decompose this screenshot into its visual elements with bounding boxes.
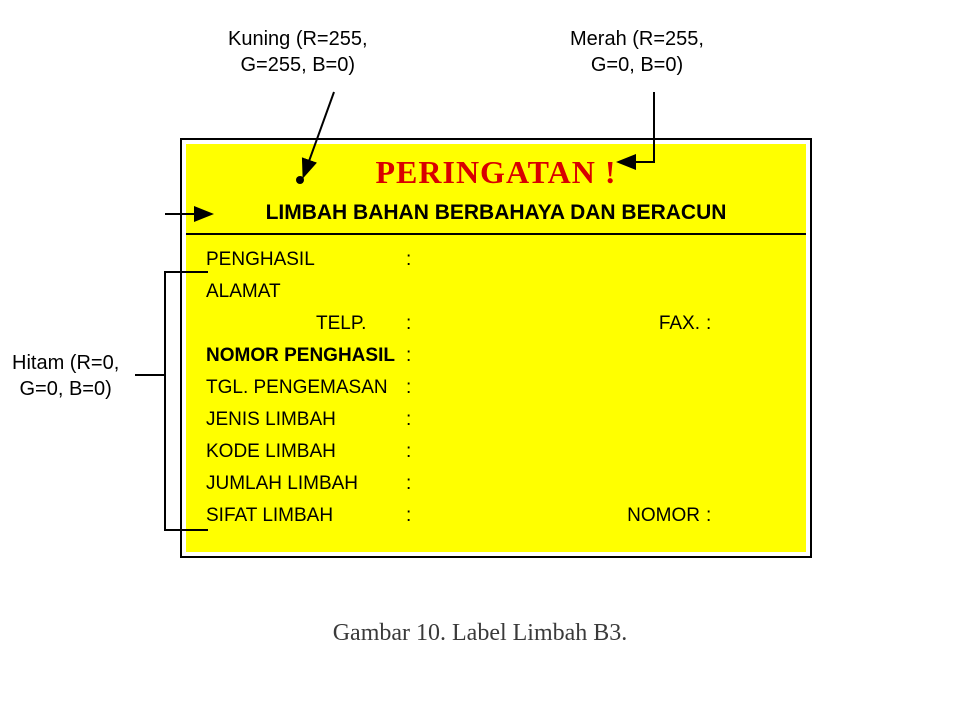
fields: PENGHASIL : ALAMAT TELP. : FAX. : NOMOR … — [200, 247, 792, 529]
field-alamat: ALAMAT — [206, 279, 786, 305]
field-fax-label: FAX. — [659, 313, 700, 335]
field-jenis-limbah-label: JENIS LIMBAH — [206, 409, 406, 431]
annotation-red-line1: Merah (R=255, — [570, 28, 704, 50]
label-divider — [186, 233, 806, 235]
annotation-black: Hitam (R=0, G=0, B=0) — [12, 350, 119, 402]
field-tgl-pengemasan: TGL. PENGEMASAN : — [206, 375, 786, 401]
colon: : — [406, 345, 424, 367]
label-subtitle: LIMBAH BAHAN BERBAHAYA DAN BERACUN — [200, 201, 792, 225]
colon: : — [406, 505, 424, 527]
field-alamat-label: ALAMAT — [206, 281, 406, 303]
field-nomor-label: NOMOR — [627, 505, 700, 527]
field-nomor-penghasil-label: NOMOR PENGHASIL — [206, 345, 406, 367]
label-inner: PERINGATAN ! LIMBAH BAHAN BERBAHAYA DAN … — [186, 144, 806, 552]
field-kode-limbah-label: KODE LIMBAH — [206, 441, 406, 463]
field-jumlah-limbah-label: JUMLAH LIMBAH — [206, 473, 406, 495]
colon: : — [406, 249, 424, 271]
colon: : — [406, 473, 424, 495]
colon: : — [406, 441, 424, 463]
colon: : — [406, 313, 424, 335]
field-jumlah-limbah: JUMLAH LIMBAH : — [206, 471, 786, 497]
colon: : — [706, 313, 726, 335]
annotation-yellow-line2: G=255, B=0) — [241, 54, 356, 76]
annotation-red: Merah (R=255, G=0, B=0) — [570, 26, 704, 78]
field-penghasil-label: PENGHASIL — [206, 249, 406, 271]
field-sifat-limbah: SIFAT LIMBAH : NOMOR : — [206, 503, 786, 529]
field-sifat-limbah-label: SIFAT LIMBAH — [206, 505, 406, 527]
field-nomor-penghasil: NOMOR PENGHASIL : — [206, 343, 786, 369]
field-telp-label: TELP. — [316, 313, 406, 335]
colon: : — [706, 505, 726, 527]
label-title: PERINGATAN ! — [200, 154, 792, 191]
field-jenis-limbah: JENIS LIMBAH : — [206, 407, 786, 433]
annotation-red-line2: G=0, B=0) — [591, 54, 683, 76]
annotation-yellow-line1: Kuning (R=255, — [228, 28, 368, 50]
field-telp-fax: TELP. : FAX. : — [206, 311, 786, 337]
field-kode-limbah: KODE LIMBAH : — [206, 439, 786, 465]
colon: : — [406, 409, 424, 431]
colon: : — [406, 377, 424, 399]
field-penghasil: PENGHASIL : — [206, 247, 786, 273]
field-tgl-pengemasan-label: TGL. PENGEMASAN — [206, 377, 406, 399]
figure-caption: Gambar 10. Label Limbah B3. — [0, 620, 960, 647]
annotation-black-line2: G=0, B=0) — [19, 378, 111, 400]
annotation-yellow: Kuning (R=255, G=255, B=0) — [228, 26, 368, 78]
annotation-black-line1: Hitam (R=0, — [12, 352, 119, 374]
label-box: PERINGATAN ! LIMBAH BAHAN BERBAHAYA DAN … — [180, 138, 812, 558]
